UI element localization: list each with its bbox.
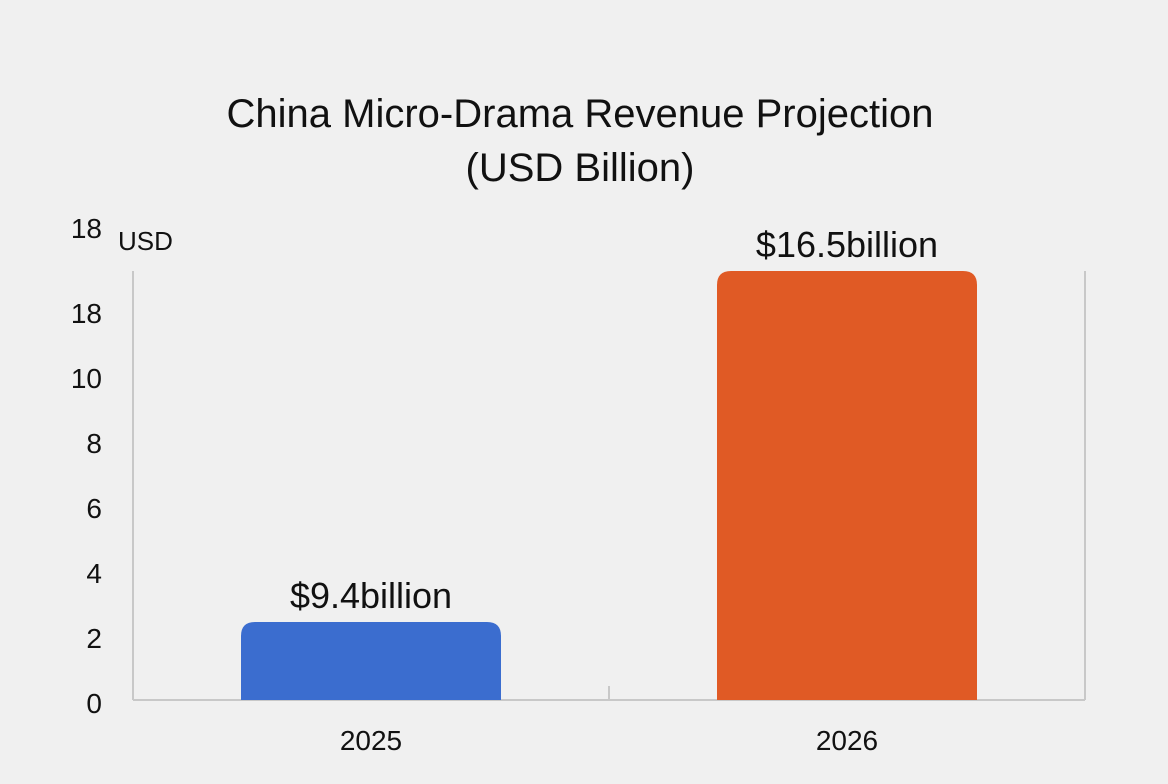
chart-title: China Micro-Drama Revenue Projection xyxy=(226,92,934,136)
y-tick-label: 18 xyxy=(71,213,102,244)
chart-subtitle: (USD Billion) xyxy=(465,146,695,190)
y-tick-label: 8 xyxy=(86,428,102,459)
y-tick-label: 18 xyxy=(71,298,102,329)
data-label-2026: $16.5billion xyxy=(756,224,938,265)
y-tick-label: 2 xyxy=(86,623,102,654)
x-tick-label-2025: 2025 xyxy=(340,725,402,756)
data-label-2025: $9.4billion xyxy=(290,575,452,616)
y-tick-label: 4 xyxy=(86,558,102,589)
y-tick-label: 6 xyxy=(86,493,102,524)
bar-2026 xyxy=(717,271,977,700)
y-axis-label: USD xyxy=(118,226,173,256)
bar-2025 xyxy=(241,622,501,700)
x-tick-label-2026: 2026 xyxy=(816,725,878,756)
y-tick-label: 10 xyxy=(71,363,102,394)
y-tick-label: 0 xyxy=(86,688,102,719)
